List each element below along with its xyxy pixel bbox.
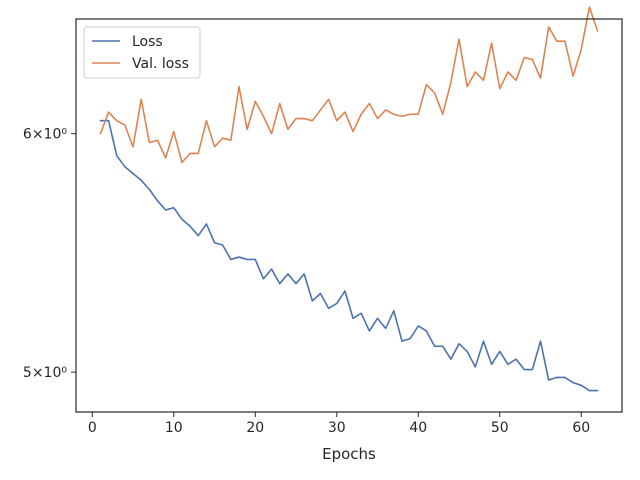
axes-frame xyxy=(75,18,623,413)
x-tick-label: 10 xyxy=(165,420,183,436)
series-line-loss xyxy=(99,119,599,392)
legend-label: Val. loss xyxy=(132,56,189,72)
x-tick-label: 50 xyxy=(491,420,509,436)
series-line-val-loss xyxy=(99,6,599,164)
x-tick-label: 20 xyxy=(246,420,264,436)
x-tick-label: 30 xyxy=(328,420,346,436)
y-tick-label: 5×10⁰ xyxy=(23,365,67,381)
legend-box xyxy=(83,26,201,79)
y-tick-label: 6×10⁰ xyxy=(23,127,67,143)
y-axis: 5×10⁰ 6×10⁰ xyxy=(23,127,76,381)
series-layer xyxy=(99,6,599,392)
legend: Loss Val. loss xyxy=(83,26,201,79)
x-tick-label: 0 xyxy=(88,420,97,436)
x-tick-label: 60 xyxy=(572,420,590,436)
x-tick-label: 40 xyxy=(409,420,427,436)
x-axis-label: Epochs xyxy=(322,445,376,463)
legend-label: Loss xyxy=(132,34,163,50)
x-axis: 0 10 20 30 40 50 60 xyxy=(88,412,590,436)
